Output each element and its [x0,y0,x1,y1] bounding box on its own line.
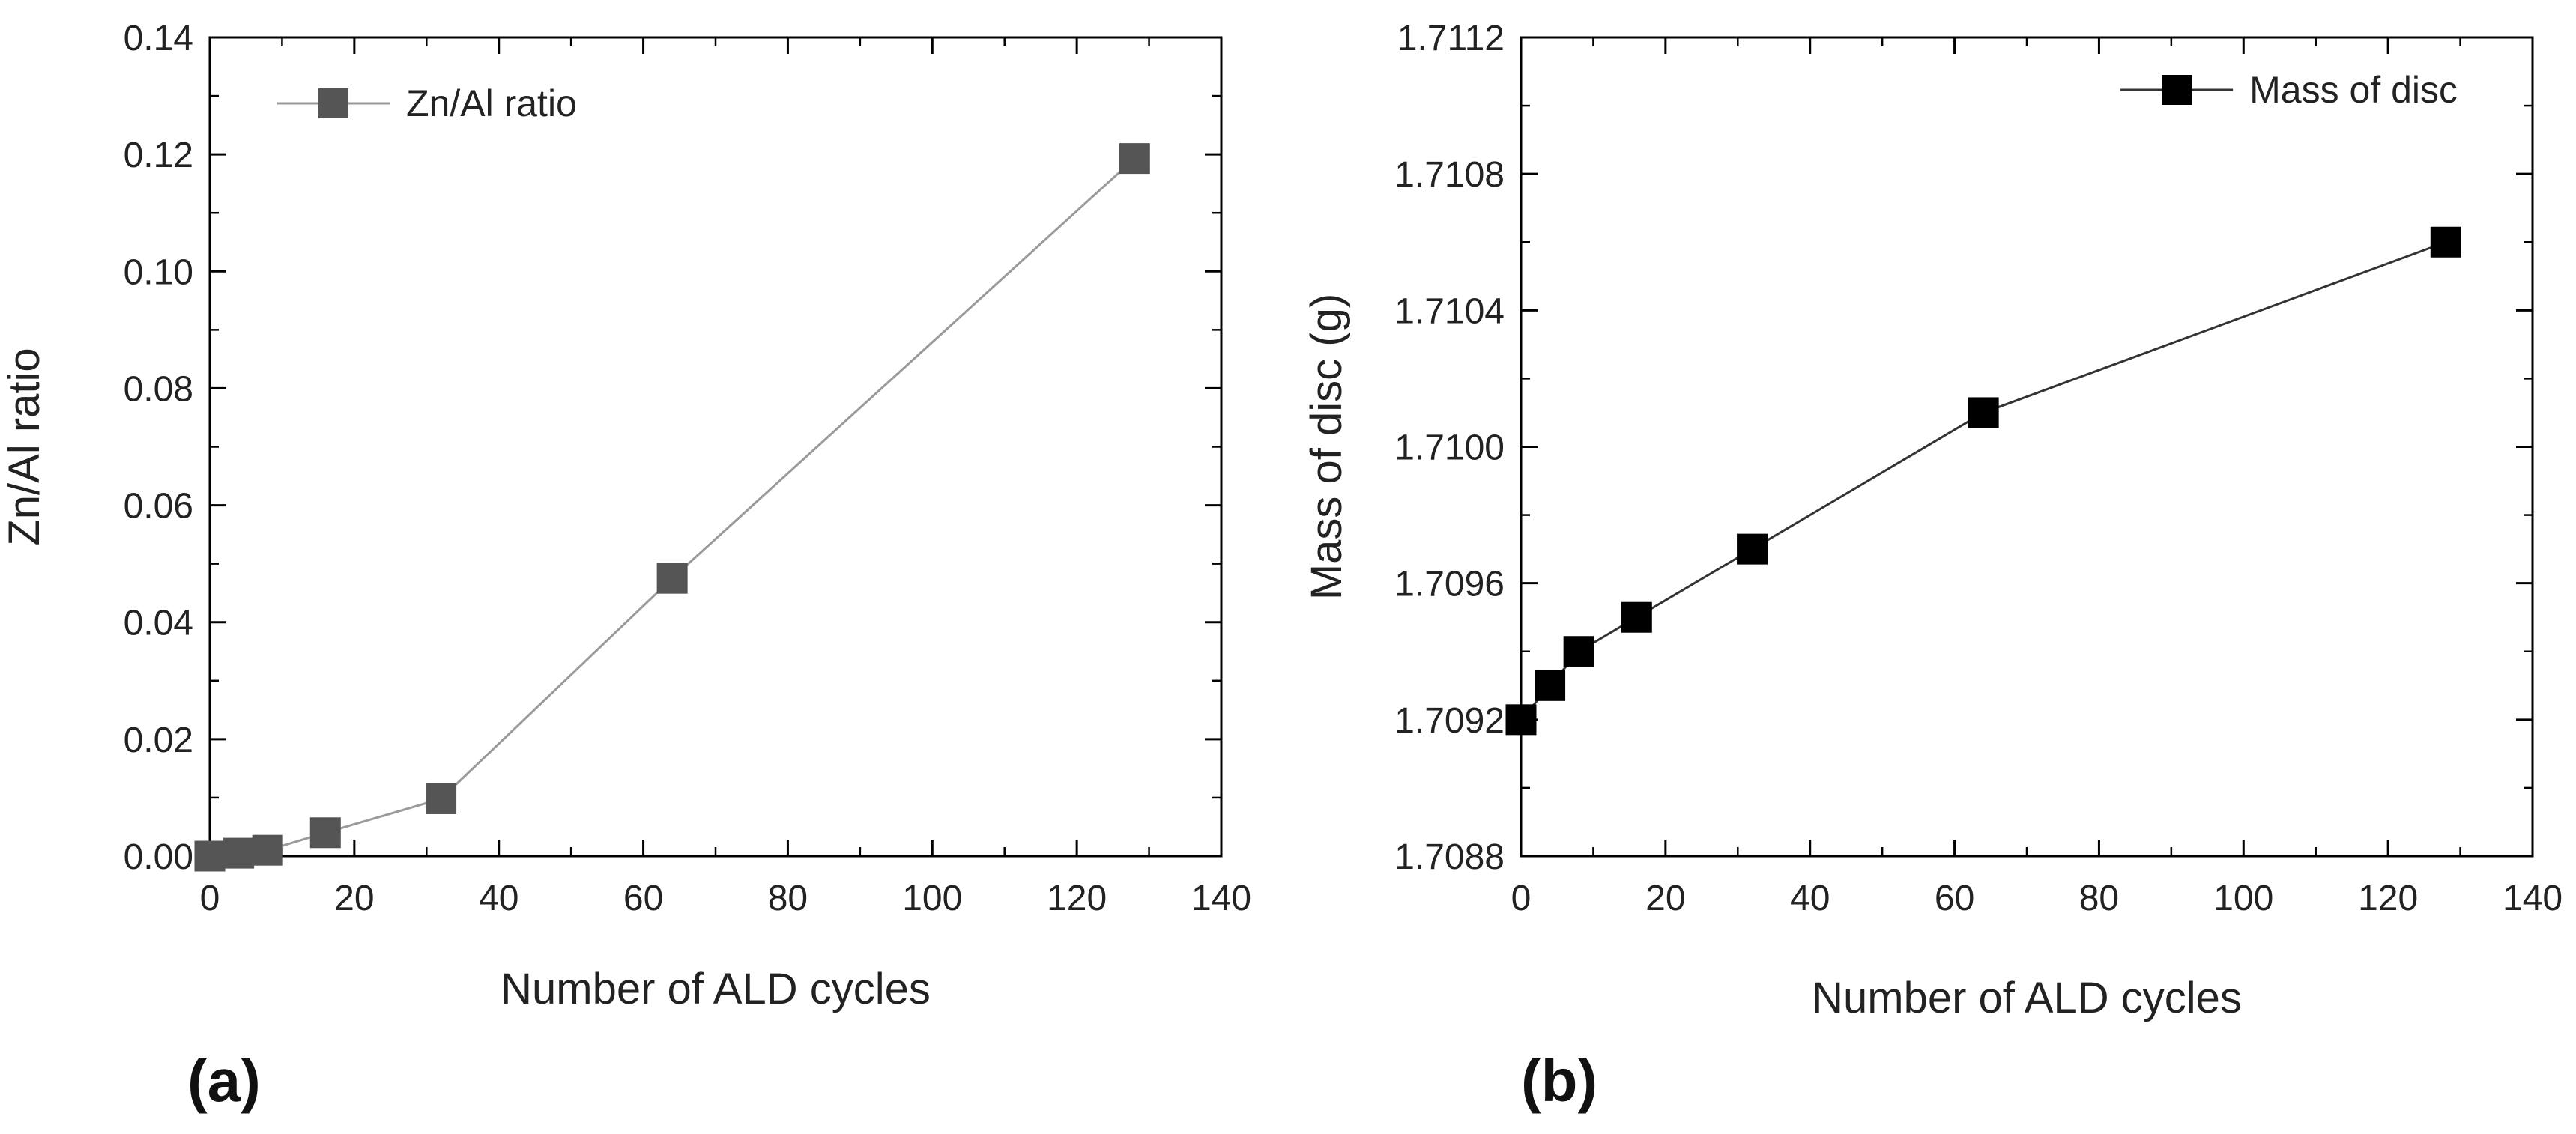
series-line [1520,240,2446,721]
y-tick-label: 1.7092 [1394,701,1505,741]
panel-a-axes: 0 20 40 60 80 100 120 140 0.00 0.02 0.04 0.06 0.08 0.… [124,19,1251,918]
data-point [656,563,688,594]
x-tick-label: 20 [1645,879,1685,918]
data-point [1505,704,1537,736]
x-tick-label: 60 [623,879,663,918]
panel-b-y-axis-title: Mass of disc (g) [1302,294,1351,600]
data-point [426,783,457,814]
panel-a-legend: Zn/Al ratio [277,82,577,124]
x-tick-label: 0 [200,879,220,918]
x-tick-label: 140 [2503,879,2563,918]
y-tick-label: 0.06 [124,487,193,527]
panel-a: 0 20 40 60 80 100 120 140 0.00 0.02 0.04 0.06 0.08 0.… [0,19,1251,1114]
panel-a-series [194,143,1150,872]
x-tick-label: 0 [1511,879,1532,918]
plot-frame [1520,36,2534,858]
data-point [1621,601,1652,633]
data-point [223,837,255,869]
x-tick-label: 100 [902,879,962,918]
y-tick-label: 1.7096 [1394,565,1505,604]
x-tick-label: 140 [1191,879,1251,918]
panel-a-legend-marker [318,88,348,118]
panel-b: 0 20 40 60 80 100 120 140 1.7088 1.7092 1.7096 1.71… [1302,19,2563,1114]
y-tick-label: 0.02 [124,721,193,760]
data-point [1535,670,1566,701]
data-point [309,817,341,849]
panel-b-legend-marker [2162,75,2192,105]
panel-a-y-axis-title: Zn/Al ratio [0,348,49,545]
y-tick-label: 0.08 [124,369,193,409]
panel-a-x-axis-title: Number of ALD cycles [501,965,931,1013]
panel-a-tag: (a) [187,1047,261,1114]
panel-b-legend: Mass of disc [2120,69,2458,111]
x-tick-label: 20 [334,879,374,918]
y-tick-label: 0.00 [124,837,193,877]
data-point [252,834,283,866]
y-tick-label: 0.10 [124,252,193,292]
data-point [1563,636,1594,667]
panel-b-series [1505,226,2461,736]
y-tick-label: 1.7104 [1394,291,1505,331]
panel-b-axes: 0 20 40 60 80 100 120 140 1.7088 1.7092 1.7096 1.71… [1394,19,2563,918]
x-tick-label: 100 [2213,879,2273,918]
data-point [1737,533,1768,565]
x-tick-label: 80 [2079,879,2119,918]
y-tick-label: 0.12 [124,136,193,175]
x-tick-label: 40 [1790,879,1830,918]
data-point [1119,143,1150,175]
x-tick-label: 120 [1047,879,1107,918]
y-tick-label: 1.7088 [1394,837,1505,877]
y-tick-label: 0.14 [124,19,193,58]
series-line [209,157,1136,858]
y-tick-label: 1.7112 [1397,19,1505,58]
x-tick-label: 60 [1935,879,1974,918]
y-tick-label: 1.7100 [1394,428,1505,468]
data-point [194,840,226,872]
x-tick-label: 80 [768,879,808,918]
data-point [1968,397,1999,428]
y-tick-label: 0.04 [124,604,193,643]
x-tick-label: 40 [479,879,518,918]
panel-b-tag: (b) [1521,1047,1597,1114]
x-tick-label: 120 [2358,879,2418,918]
data-point [2430,226,2461,258]
plot-frame [208,36,1223,858]
panel-a-legend-label: Zn/Al ratio [406,82,577,124]
panel-b-legend-label: Mass of disc [2249,69,2458,111]
y-tick-label: 1.7108 [1394,155,1505,195]
panel-b-x-axis-title: Number of ALD cycles [1812,974,2242,1022]
